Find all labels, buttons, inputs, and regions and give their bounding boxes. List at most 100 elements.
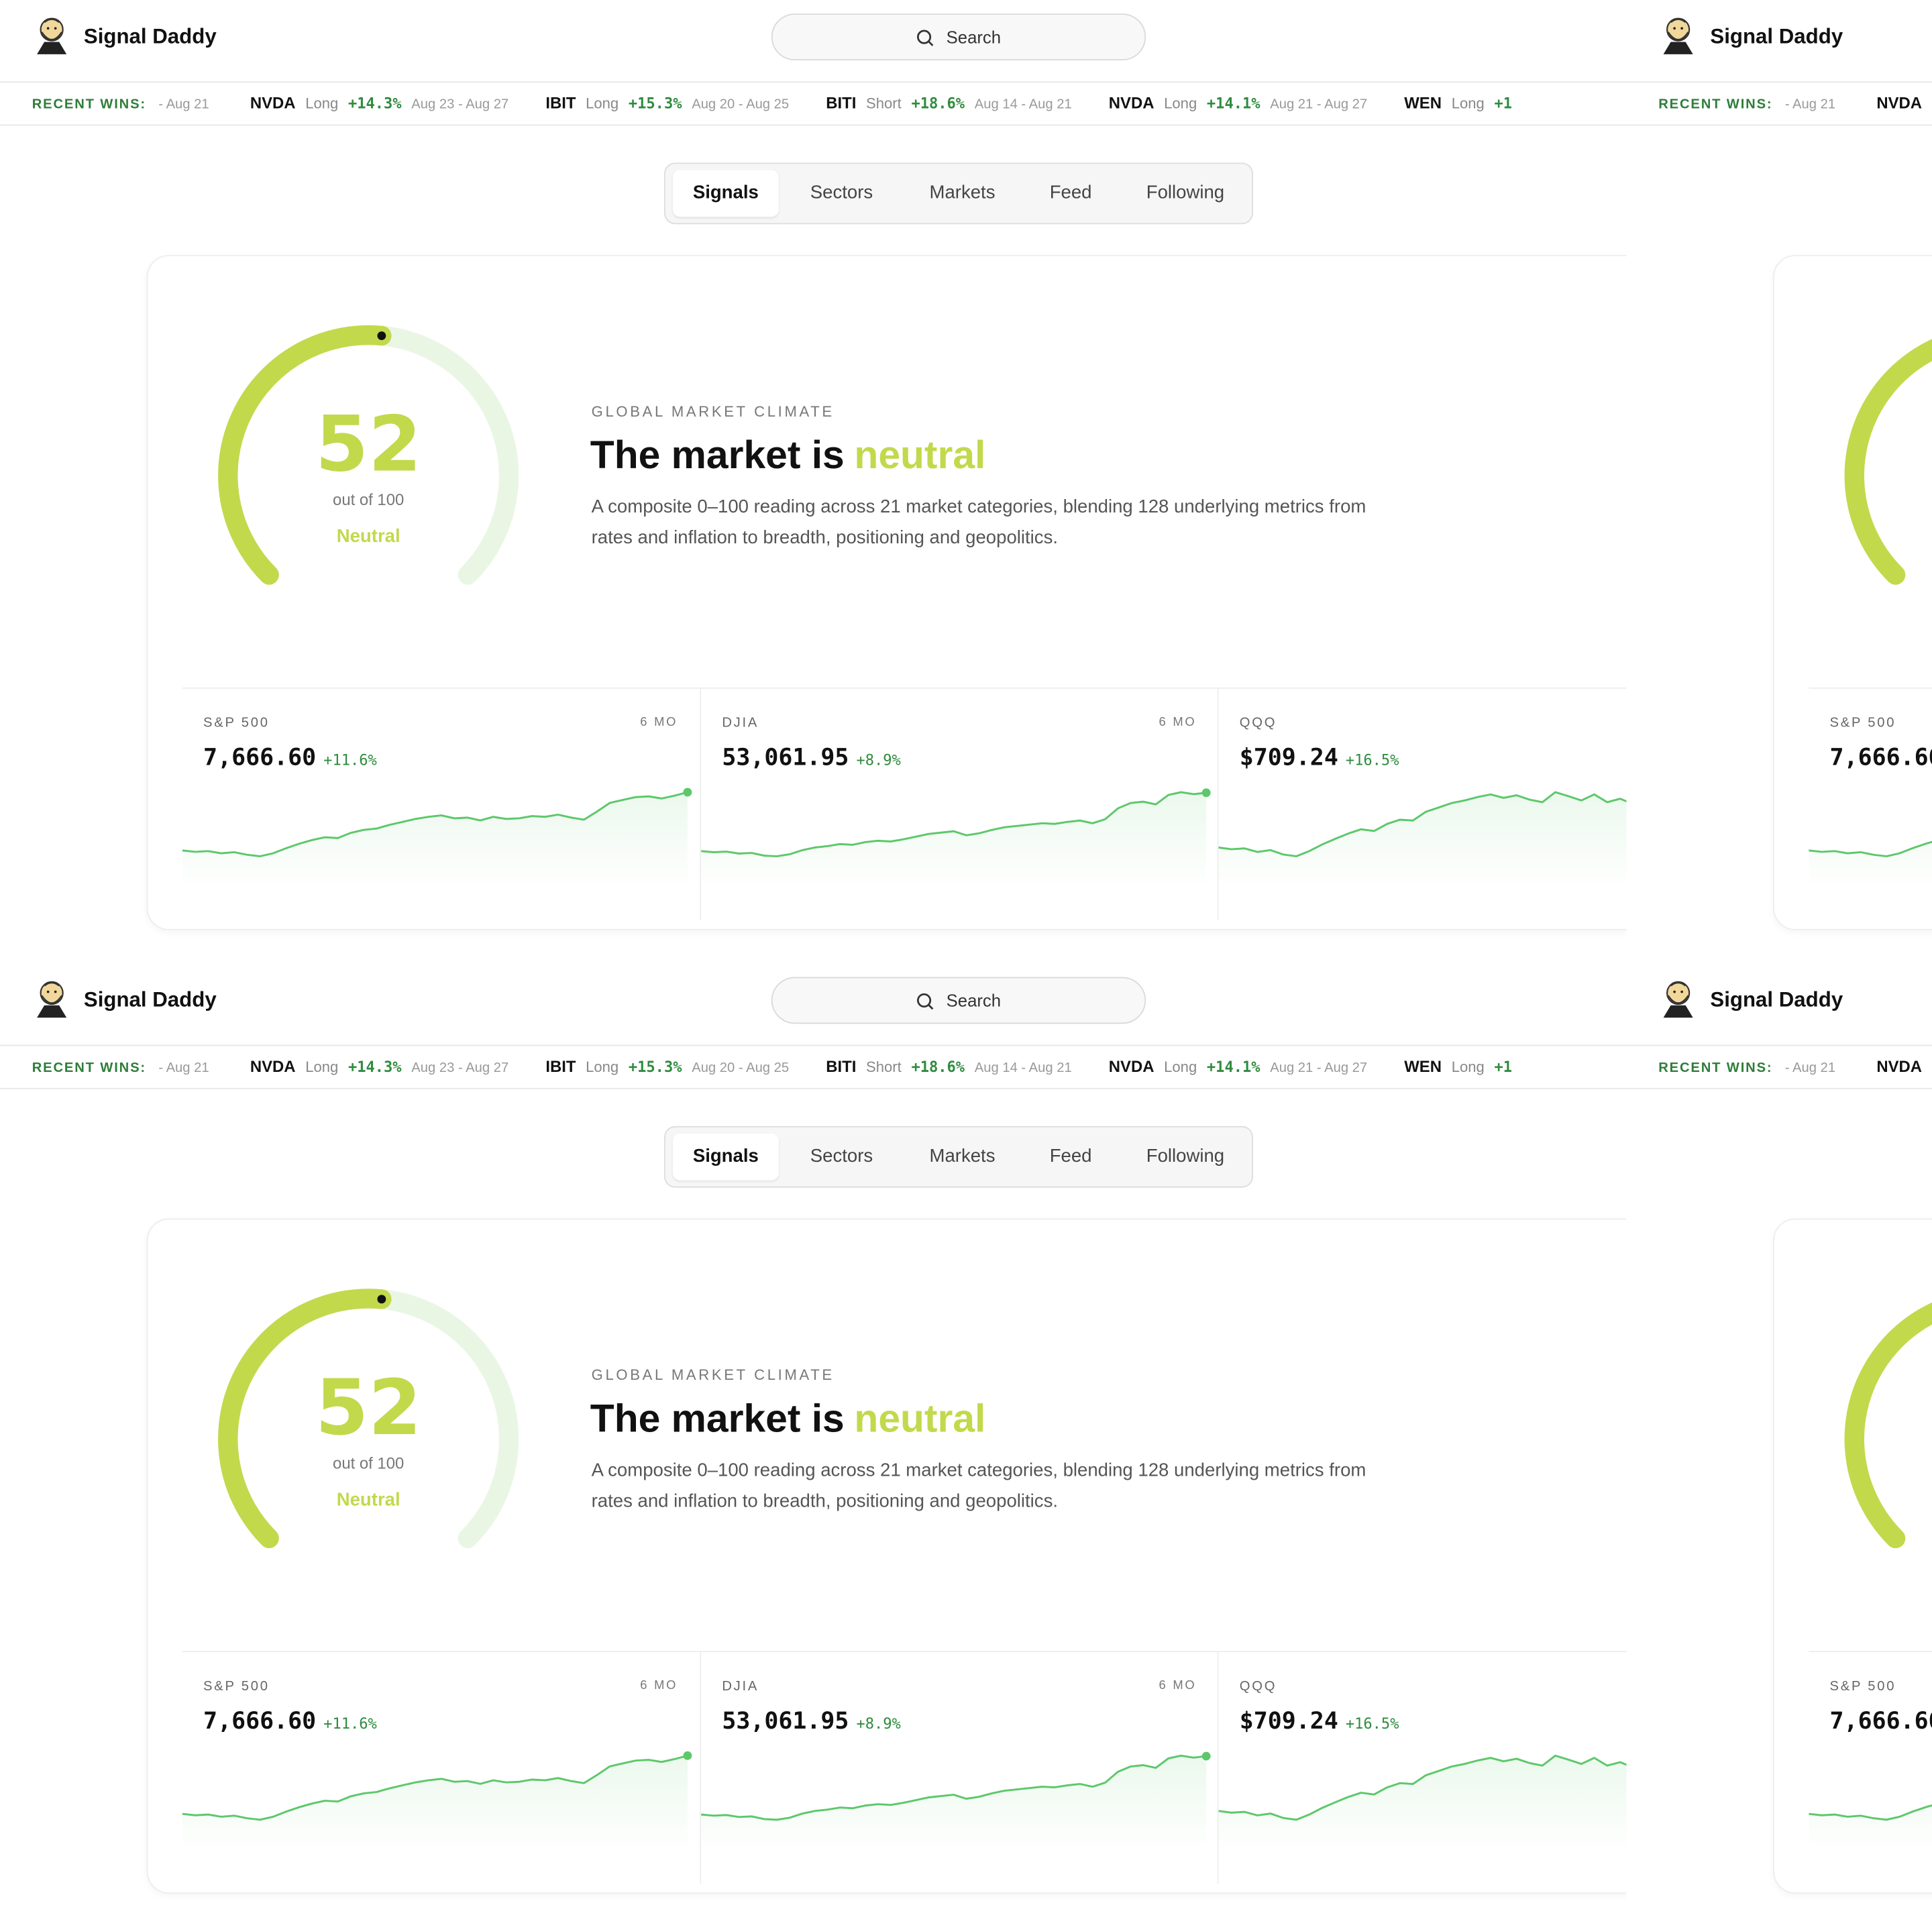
gauge-state: Neutral xyxy=(336,526,400,547)
gauge xyxy=(218,1289,519,1549)
tab[interactable]: Markets xyxy=(929,1146,996,1167)
sparkline-line xyxy=(1218,1754,1627,1821)
ticker-symbol: IBIT xyxy=(545,93,576,113)
tab[interactable]: Signals xyxy=(672,170,779,217)
gauge-dot xyxy=(377,331,386,340)
ticker-symbol: NVDA xyxy=(1876,1056,1923,1076)
ticker-dates: Aug 14 - Aug 21 xyxy=(974,97,1072,113)
ticker-change: +14.1% xyxy=(1206,1058,1260,1076)
ticker-change: +18.6% xyxy=(911,95,965,113)
tab[interactable]: Following xyxy=(1146,1146,1225,1167)
gauge-fill xyxy=(218,325,392,585)
market-change: +8.9% xyxy=(856,1715,901,1733)
sparkline xyxy=(701,788,1211,889)
ticker-side: Long xyxy=(305,1058,339,1076)
screen-tile: Signal Daddy Search RECENT WINS:- Aug 21… xyxy=(0,0,1627,964)
ticker-label: RECENT WINS: xyxy=(32,1060,146,1076)
market-panel: DJIA 6 MO 53,061.95 +8.9% xyxy=(700,1652,1218,1884)
screen-tile: Signal Daddy Search RECENT WINS:- Aug 21… xyxy=(1626,0,1932,964)
ticker-item: NVDA Long +14.3% Aug 23 - Aug 27 xyxy=(250,1046,508,1087)
market-period: 6 MO xyxy=(640,716,678,730)
market-change: +11.6% xyxy=(323,751,377,769)
search-icon xyxy=(916,30,934,46)
market-label: S&P 500 xyxy=(203,716,270,731)
brand: Signal Daddy xyxy=(1710,24,1843,48)
tab[interactable]: Feed xyxy=(1049,1146,1092,1167)
ticker-item: BITI Short +18.6% Aug 14 - Aug 21 xyxy=(826,1046,1071,1087)
sparkline-area xyxy=(182,792,688,889)
sparkline-line xyxy=(182,1754,688,1821)
ticker-change: +18.6% xyxy=(911,1058,965,1076)
sparkline xyxy=(1218,791,1627,889)
search-box[interactable]: Search xyxy=(771,13,1146,61)
ticker-item: BITI Short +18.6% Aug 14 - Aug 21 xyxy=(826,83,1072,124)
sparkline-line xyxy=(182,791,688,858)
search-box[interactable]: Search xyxy=(771,977,1146,1024)
sparkline-area xyxy=(1218,792,1627,889)
gauge-value: 52 xyxy=(315,1362,422,1453)
gauge-fill xyxy=(1844,1302,1932,1549)
description: A composite 0–100 reading across 21 mark… xyxy=(591,496,1366,549)
ticker-symbol: NVDA xyxy=(1108,93,1155,113)
screen-tile: Signal Daddy Search RECENT WINS:- Aug 21… xyxy=(1626,963,1932,1905)
market-value: 7,666.60+11.6% xyxy=(1829,1707,1932,1735)
gauge-fill xyxy=(218,1289,392,1549)
tab-bar: Signals Sectors Markets Feed Following xyxy=(664,162,1253,225)
ticker-symbol: WEN xyxy=(1404,93,1442,113)
ticker-side: Long xyxy=(1164,95,1197,113)
ticker-symbol: BITI xyxy=(826,1056,857,1076)
search-icon xyxy=(916,993,934,1010)
market-change: +16.5% xyxy=(1345,751,1399,769)
ticker-side: Long xyxy=(1451,1058,1485,1076)
sparkline xyxy=(1218,1754,1627,1852)
search-placeholder: Search xyxy=(946,990,1002,1011)
market-period: 6 MO xyxy=(1159,716,1197,730)
climate-card: 52 out of 100 Neutral GLOBAL MARKET CLIM… xyxy=(1773,1218,1932,1894)
tab[interactable]: Following xyxy=(1146,182,1225,204)
gauge-max-label: out of 100 xyxy=(1823,1454,1932,1472)
ticker-side: Long xyxy=(305,95,339,113)
screen-tile: Signal Daddy Search RECENT WINS:- Aug 21… xyxy=(0,963,1627,1905)
ticker-lead: - Aug 21 xyxy=(158,97,209,113)
ticker-item: WEN Long +1 xyxy=(1404,83,1521,124)
ticker-symbol: NVDA xyxy=(250,1056,296,1076)
ticker-item: IBIT Long +15.3% Aug 20 - Aug 25 xyxy=(545,1046,789,1087)
ticker-change: +15.3% xyxy=(628,1058,682,1076)
ticker-symbol: IBIT xyxy=(545,1056,576,1076)
ticker-item: NVDA Long +14.1% Aug 21 - Aug 27 xyxy=(1109,1046,1368,1087)
gauge-state: Neutral xyxy=(1823,526,1932,547)
ticker-item: IBIT Long +15.3% Aug 20 - Aug 25 xyxy=(545,83,789,124)
ticker-side: Long xyxy=(586,95,619,113)
ticker-change: +14.3% xyxy=(347,1058,402,1076)
headline-highlight: neutral xyxy=(854,432,986,477)
ticker-dates: Aug 21 - Aug 27 xyxy=(1270,1060,1368,1076)
market-label: DJIA xyxy=(722,1679,759,1694)
ticker-label: RECENT WINS: xyxy=(32,97,146,113)
gauge-max-label: out of 100 xyxy=(333,490,405,509)
market-period: 6 MO xyxy=(640,1679,678,1693)
ticker-side: Long xyxy=(586,1058,619,1076)
headline-text: The market is xyxy=(590,1396,845,1441)
logo xyxy=(37,981,67,1018)
market-label: S&P 500 xyxy=(1829,1679,1896,1694)
market-value: $709.24 +16.5% xyxy=(1239,1707,1399,1735)
divider xyxy=(1809,687,1932,689)
tab[interactable]: Feed xyxy=(1049,182,1092,204)
tab[interactable]: Sectors xyxy=(810,1146,873,1167)
sparkline-area xyxy=(701,1755,1207,1852)
tab[interactable]: Sectors xyxy=(810,182,873,204)
gauge xyxy=(1844,339,1932,585)
gauge-state: Neutral xyxy=(336,1489,400,1511)
tab[interactable]: Markets xyxy=(929,182,996,204)
market-label: DJIA xyxy=(722,716,759,731)
tab[interactable]: Signals xyxy=(672,1133,779,1181)
ticker-side: Short xyxy=(866,1058,902,1076)
market-period: 6 MO xyxy=(1159,1679,1197,1693)
climate-card: 52 out of 100 Neutral GLOBAL MARKET CLIM… xyxy=(146,255,1627,930)
ticker-lead: - Aug 21 xyxy=(158,1060,209,1076)
market-value: $709.24 +16.5% xyxy=(1239,744,1399,771)
gauge xyxy=(218,325,519,585)
